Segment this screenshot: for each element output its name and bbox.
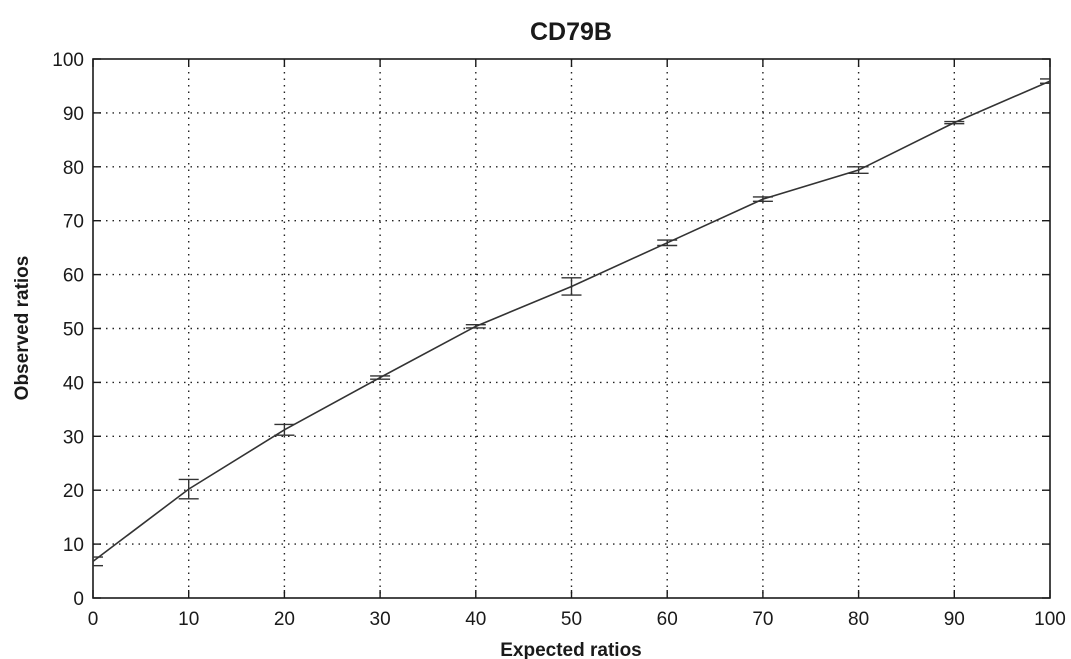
error-bars bbox=[92, 78, 1051, 567]
chart-title: CD79B bbox=[530, 18, 612, 46]
y-tick-label: 90 bbox=[63, 104, 84, 125]
y-tick-labels: 0 10 20 30 40 50 60 70 80 90 100 bbox=[52, 50, 84, 610]
x-tick-label: 20 bbox=[274, 609, 295, 630]
axis-ticks bbox=[92, 58, 1051, 599]
x-tick-label: 10 bbox=[178, 609, 199, 630]
y-tick-label: 10 bbox=[63, 535, 84, 556]
y-axis-label: Observed ratios bbox=[12, 256, 33, 401]
y-tick-label: 100 bbox=[52, 50, 84, 71]
y-tick-label: 80 bbox=[63, 158, 84, 179]
x-tick-label: 100 bbox=[1034, 609, 1066, 630]
x-tick-label: 80 bbox=[848, 609, 869, 630]
grid-lines bbox=[93, 59, 1050, 598]
y-tick-label: 20 bbox=[63, 481, 84, 502]
x-tick-label: 70 bbox=[752, 609, 773, 630]
x-axis-label: Expected ratios bbox=[500, 640, 642, 659]
y-tick-label: 0 bbox=[73, 589, 84, 610]
y-tick-label: 40 bbox=[63, 373, 84, 394]
y-tick-label: 30 bbox=[63, 427, 84, 448]
x-tick-label: 40 bbox=[465, 609, 486, 630]
x-tick-labels: 0 10 20 30 40 50 60 70 80 90 100 bbox=[88, 609, 1066, 630]
x-tick-label: 30 bbox=[370, 609, 391, 630]
x-tick-label: 60 bbox=[657, 609, 678, 630]
x-tick-label: 0 bbox=[88, 609, 99, 630]
y-tick-label: 70 bbox=[63, 212, 84, 233]
y-tick-label: 50 bbox=[63, 320, 84, 341]
x-tick-label: 50 bbox=[561, 609, 582, 630]
y-tick-label: 60 bbox=[63, 266, 84, 287]
x-tick-label: 90 bbox=[944, 609, 965, 630]
